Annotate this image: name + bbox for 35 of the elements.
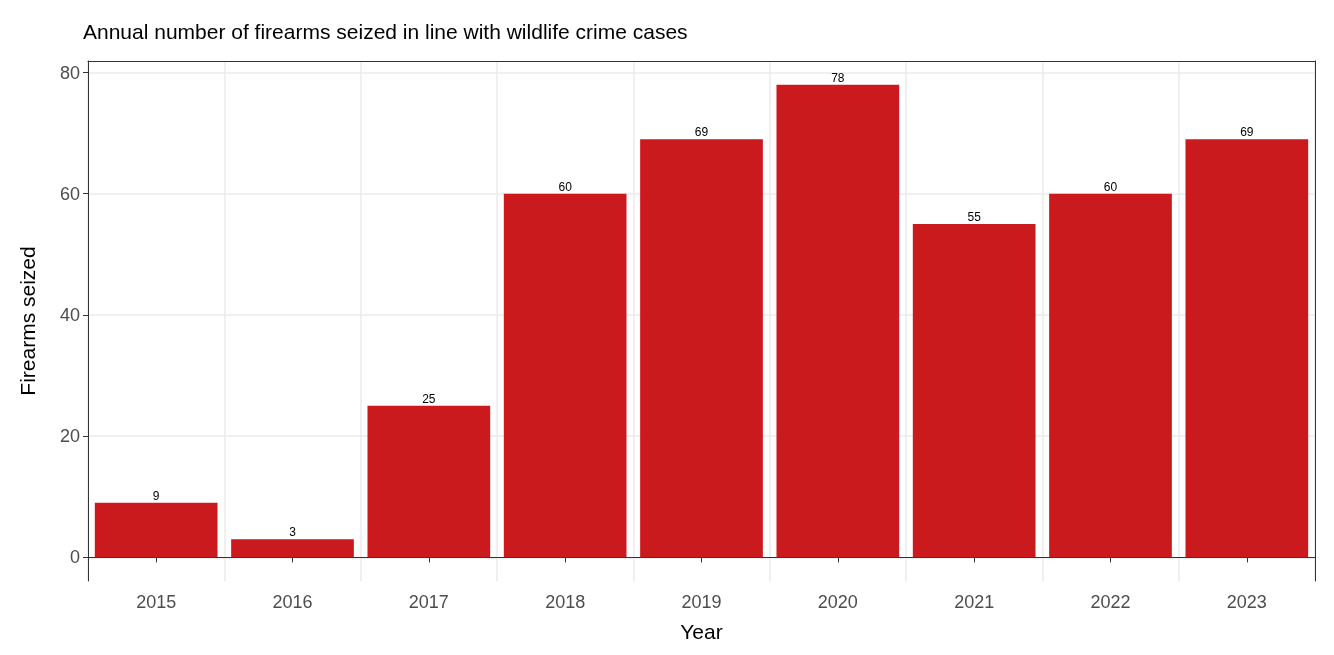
data-label: 55 bbox=[967, 210, 982, 225]
data-label: 3 bbox=[289, 525, 297, 540]
data-label: 9 bbox=[152, 488, 160, 503]
bar bbox=[1185, 139, 1309, 558]
bar bbox=[776, 84, 900, 558]
x-tick-label: 2019 bbox=[681, 592, 722, 612]
x-tick-label: 2017 bbox=[408, 592, 449, 612]
x-tick-label: 2020 bbox=[817, 592, 858, 612]
data-label: 60 bbox=[1103, 179, 1118, 194]
y-axis-title: Firearms seized bbox=[16, 246, 39, 396]
bar bbox=[640, 139, 763, 558]
y-tick-label: 20 bbox=[59, 426, 80, 447]
chart-title: Annual number of firearms seized in line with wildlife crime cases bbox=[83, 20, 688, 43]
x-axis-title: Year bbox=[680, 620, 723, 643]
x-tick-label: 2015 bbox=[136, 592, 177, 612]
data-label: 69 bbox=[694, 125, 709, 140]
bar bbox=[94, 502, 218, 558]
data-label: 78 bbox=[831, 70, 845, 85]
data-label: 60 bbox=[558, 179, 573, 194]
x-tick-label: 2018 bbox=[545, 592, 586, 612]
x-tick-label: 2022 bbox=[1090, 592, 1131, 612]
data-label: 69 bbox=[1240, 125, 1254, 140]
x-tick-label: 2021 bbox=[954, 592, 995, 612]
data-label: 25 bbox=[422, 391, 436, 406]
x-tick-label: 2016 bbox=[272, 592, 313, 612]
x-tick-label: 2023 bbox=[1226, 592, 1267, 612]
bar bbox=[912, 224, 1036, 558]
bar bbox=[367, 405, 491, 558]
y-tick-label: 60 bbox=[59, 183, 80, 204]
y-tick-label: 0 bbox=[69, 547, 80, 568]
y-tick-label: 40 bbox=[59, 304, 80, 325]
bar bbox=[503, 193, 627, 558]
bar bbox=[1049, 193, 1172, 558]
y-tick-label: 80 bbox=[59, 62, 80, 83]
bar bbox=[231, 539, 354, 558]
